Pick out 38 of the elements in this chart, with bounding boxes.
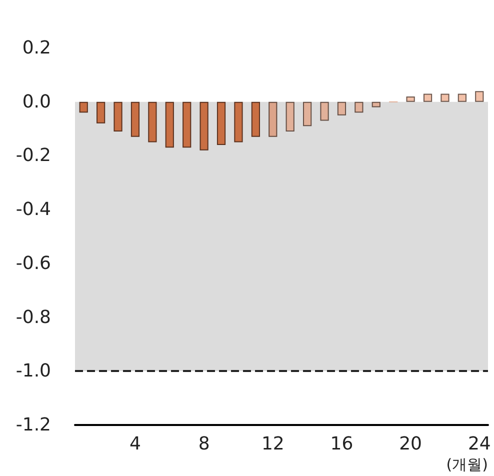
bar [148, 102, 157, 142]
bar [354, 102, 364, 113]
y-tick-label: 0.2 [22, 38, 51, 58]
bar [234, 102, 243, 142]
bar [423, 94, 432, 102]
bar [200, 102, 208, 150]
x-tick-label: 20 [399, 434, 422, 454]
bar [286, 102, 294, 132]
y-tick-label: -0.8 [16, 306, 51, 328]
x-tick-label: 4 [130, 434, 141, 454]
bar [337, 102, 346, 116]
x-tick-label: 24 [468, 434, 491, 454]
y-tick-label: -0.6 [16, 252, 51, 274]
bar [303, 102, 312, 126]
bar [251, 102, 260, 137]
bar [458, 94, 466, 102]
bar [406, 96, 415, 102]
x-tick-label: 8 [198, 434, 210, 454]
bar [320, 102, 329, 121]
x-axis-title: (개월) [446, 456, 488, 474]
y-tick-label: -1.2 [16, 414, 51, 436]
y-tick-label: -1.0 [16, 360, 51, 382]
bar [268, 102, 278, 137]
y-tick-label: 0.0 [22, 91, 51, 112]
y-tick-label: -0.4 [16, 199, 51, 220]
y-tick-label: -0.2 [16, 145, 51, 166]
bar [182, 102, 192, 148]
bar [216, 102, 226, 145]
bar [114, 102, 122, 132]
bar [96, 102, 106, 124]
bar [79, 102, 88, 113]
bar [372, 102, 380, 108]
x-tick-label: 16 [330, 434, 354, 454]
bar [440, 94, 450, 102]
x-tick-label: 12 [261, 434, 284, 454]
bar [130, 102, 140, 137]
bar [475, 91, 484, 102]
bar [165, 102, 174, 148]
